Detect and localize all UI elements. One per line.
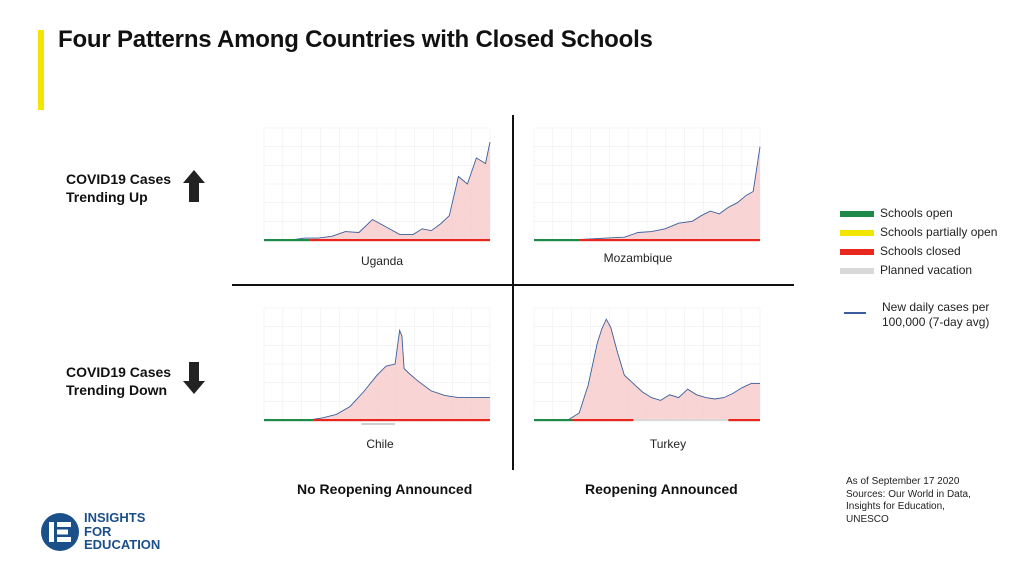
row-label-up-line2: Trending Up [66,189,148,205]
row-label-down-line2: Trending Down [66,382,168,398]
school-status-segment-closed [579,239,760,242]
row-label-down-line1: COVID19 Cases [66,364,172,380]
source-line: UNESCO [846,513,889,525]
legend-swatch-red [840,249,874,255]
legend-label: Schools closed [880,244,961,258]
legend-line-label: New daily cases per 100,000 (7-day avg) [882,300,989,330]
country-label-turkey: Turkey [649,437,687,451]
legend-swatch-grey [840,268,874,274]
school-status-segment-closed [728,419,760,422]
title-accent-bar [38,30,44,110]
arrow-up-icon [183,170,205,202]
case-area-fill [264,142,490,240]
source-note: As of September 17 2020 Sources: Our Wor… [846,476,1006,526]
school-status-segment-open [534,239,580,242]
arrow-down-icon [183,362,205,394]
logo-text-line: EDUCATION [84,537,161,552]
chart-chile [256,298,496,433]
row-label-up-line1: COVID19 Cases [66,171,172,187]
source-line: Sources: Our World in Data, [846,488,971,500]
school-status-segment-open [534,419,573,422]
school-status-segment-closed [309,239,490,242]
vacation-band [361,423,396,425]
legend-line-label-2: 100,000 (7-day avg) [882,315,990,329]
school-status-segment-closed [313,419,490,422]
chart-svg [533,307,761,422]
legend-line-swatch [844,312,866,314]
legend-label: Schools open [880,206,953,220]
legend-swatch-yellow [840,230,874,236]
quadrant-divider-horizontal [232,284,794,286]
logo-text-line: FOR [84,523,112,539]
row-label-trending-up: COVID19 Cases Trending Up [66,170,171,206]
chart-svg [533,127,761,242]
column-label-reopening: Reopening Announced [585,481,738,497]
case-area-fill [534,319,760,420]
case-line [264,141,491,241]
legend-label: Planned vacation [880,263,973,277]
country-label-mozambique: Mozambique [603,251,673,265]
chart-turkey [526,298,766,433]
source-date: As of September 17 2020 [846,476,960,487]
legend-label: Schools partially open [880,225,998,239]
school-status-segment-closed [572,419,634,422]
logo-mark-icon [41,513,79,551]
country-label-uganda: Uganda [360,254,404,268]
case-area-fill [534,146,760,240]
row-label-trending-down: COVID19 Cases Trending Down [66,363,171,399]
chart-mozambique [526,118,766,253]
quadrant-divider-vertical [512,115,514,470]
case-line [534,318,760,421]
insights-for-education-logo: INSIGHTS FOR EDUCATION [40,510,180,554]
school-status-segment-open [264,419,314,422]
case-line [264,328,490,421]
logo-text-line: INSIGHTS [84,510,146,525]
chart-svg [263,307,491,425]
country-label-chile: Chile [366,437,394,451]
legend-line-label-1: New daily cases per [882,300,990,314]
school-status-segment-vacation [633,419,729,422]
slide-title: Four Patterns Among Countries with Close… [58,26,653,53]
school-status-segment-open [264,239,310,242]
chart-svg [263,127,491,242]
column-label-no-reopening: No Reopening Announced [297,481,473,497]
chart-uganda [256,118,496,253]
logo-text: INSIGHTS FOR EDUCATION [84,511,160,552]
source-line: Insights for Education, [846,501,945,512]
legend-swatch-green [840,211,874,217]
